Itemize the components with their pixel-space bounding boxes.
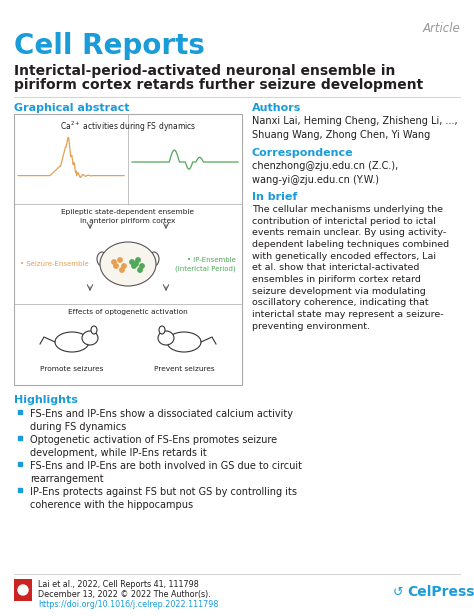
- Circle shape: [120, 268, 124, 272]
- Text: Highlights: Highlights: [14, 395, 78, 405]
- Bar: [14, 579, 32, 601]
- Circle shape: [122, 264, 126, 268]
- Text: chenzhong@zju.edu.cn (Z.C.),
wang-yi@zju.edu.cn (Y.W.): chenzhong@zju.edu.cn (Z.C.), wang-yi@zju…: [252, 161, 398, 185]
- Text: December 13, 2022 © 2022 The Author(s).: December 13, 2022 © 2022 The Author(s).: [38, 590, 211, 599]
- Circle shape: [112, 260, 116, 264]
- Circle shape: [18, 585, 28, 595]
- Circle shape: [140, 264, 144, 268]
- Text: Promote seizures: Promote seizures: [40, 366, 104, 372]
- Text: in anterior piriform cortex: in anterior piriform cortex: [80, 218, 176, 224]
- Text: In brief: In brief: [252, 192, 297, 202]
- Circle shape: [134, 262, 138, 266]
- Text: The cellular mechanisms underlying the
contribution of interictal period to icta: The cellular mechanisms underlying the c…: [252, 205, 449, 331]
- Ellipse shape: [82, 331, 98, 345]
- Text: piriform cortex retards further seizure development: piriform cortex retards further seizure …: [14, 78, 423, 92]
- Text: • Seizure-Ensemble: • Seizure-Ensemble: [20, 261, 89, 267]
- Text: Prevent seizures: Prevent seizures: [154, 366, 214, 372]
- Circle shape: [136, 258, 140, 262]
- Text: Epileptic state-dependent ensemble: Epileptic state-dependent ensemble: [62, 209, 194, 215]
- Text: FS-Ens and IP-Ens are both involved in GS due to circuit
rearrangement: FS-Ens and IP-Ens are both involved in G…: [30, 461, 302, 484]
- Text: Optogenetic activation of FS-Ens promotes seizure
development, while IP-Ens reta: Optogenetic activation of FS-Ens promote…: [30, 435, 277, 458]
- Circle shape: [114, 264, 118, 268]
- Text: https://doi.org/10.1016/j.celrep.2022.111798: https://doi.org/10.1016/j.celrep.2022.11…: [38, 600, 219, 609]
- Text: CelPress: CelPress: [407, 585, 474, 599]
- Ellipse shape: [97, 252, 107, 266]
- Text: FS-Ens and IP-Ens show a dissociated calcium activity
during FS dynamics: FS-Ens and IP-Ens show a dissociated cal…: [30, 409, 293, 432]
- Text: ↺: ↺: [393, 585, 408, 599]
- Ellipse shape: [159, 326, 165, 334]
- Ellipse shape: [100, 242, 156, 286]
- Ellipse shape: [55, 332, 89, 352]
- Text: Cell Reports: Cell Reports: [14, 32, 205, 60]
- Ellipse shape: [149, 252, 159, 266]
- Circle shape: [130, 260, 134, 264]
- Text: Ca$^{2+}$ activities during FS dynamics: Ca$^{2+}$ activities during FS dynamics: [60, 120, 196, 134]
- Circle shape: [138, 268, 142, 272]
- Bar: [14, 114, 242, 385]
- Text: Nanxi Lai, Heming Cheng, Zhisheng Li, ...,
Shuang Wang, Zhong Chen, Yi Wang: Nanxi Lai, Heming Cheng, Zhisheng Li, ..…: [252, 116, 457, 140]
- Circle shape: [118, 258, 122, 262]
- Ellipse shape: [158, 331, 174, 345]
- Text: Correspondence: Correspondence: [252, 148, 354, 158]
- Circle shape: [132, 264, 136, 268]
- Text: IP-Ens protects against FS but not GS by controlling its
coherence with the hipp: IP-Ens protects against FS but not GS by…: [30, 487, 297, 510]
- Text: Lai et al., 2022, Cell Reports 41, 111798: Lai et al., 2022, Cell Reports 41, 11179…: [38, 580, 199, 589]
- Text: Interictal-period-activated neuronal ensemble in: Interictal-period-activated neuronal ens…: [14, 64, 395, 78]
- Text: Effects of optogenetic activation: Effects of optogenetic activation: [68, 309, 188, 315]
- Ellipse shape: [91, 326, 97, 334]
- Text: Graphical abstract: Graphical abstract: [14, 103, 129, 113]
- Text: Authors: Authors: [252, 103, 301, 113]
- Text: • IP-Ensemble: • IP-Ensemble: [187, 257, 236, 263]
- Ellipse shape: [167, 332, 201, 352]
- Text: Article: Article: [422, 22, 460, 35]
- Text: (Interictal Period): (Interictal Period): [175, 265, 236, 272]
